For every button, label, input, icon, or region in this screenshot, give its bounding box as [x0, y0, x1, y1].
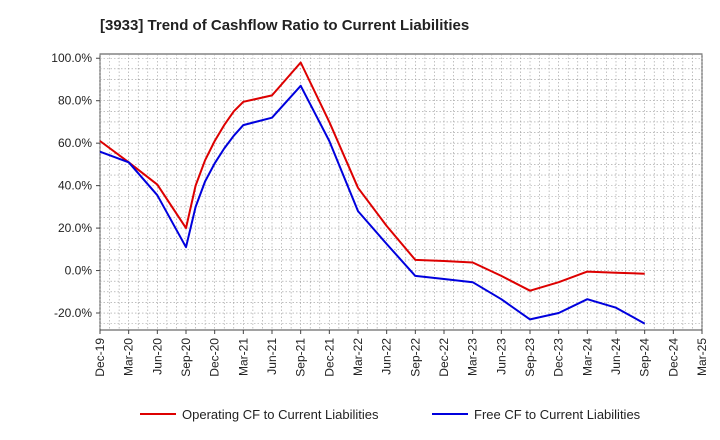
y-tick-label: -20.0% [54, 306, 92, 320]
x-tick-label: Mar-20 [122, 338, 136, 376]
x-tick-label: Jun-24 [609, 338, 623, 375]
x-tick-label: Mar-23 [466, 338, 480, 376]
legend: Operating CF to Current Liabilities Free … [140, 407, 641, 422]
x-tick-label: Dec-24 [666, 338, 680, 377]
plot-area [99, 53, 703, 331]
y-tick-label: 80.0% [58, 94, 92, 108]
x-tick-label: Dec-21 [322, 338, 336, 377]
y-tick-label: 0.0% [65, 264, 93, 278]
x-tick-label: Jun-23 [494, 338, 508, 375]
x-tick-label: Sep-23 [523, 338, 537, 377]
x-tick-label: Sep-20 [179, 338, 193, 377]
y-tick-label: 60.0% [58, 136, 92, 150]
x-tick-label: Sep-21 [294, 338, 308, 377]
chart-title: [3933] Trend of Cashflow Ratio to Curren… [100, 17, 469, 34]
x-tick-label: Dec-19 [93, 338, 107, 377]
x-tick-label: Dec-22 [437, 338, 451, 377]
series-line-free-cf [99, 84, 646, 325]
series-line-operating-cf [99, 61, 645, 292]
x-tick-label: Dec-23 [552, 338, 566, 377]
x-tick-label: Sep-22 [408, 338, 422, 377]
x-tick-label: Mar-24 [580, 338, 594, 376]
x-tick-label: Jun-22 [380, 338, 394, 375]
y-tick-label: 100.0% [51, 51, 92, 65]
x-tick-label: Jun-21 [265, 338, 279, 375]
legend-label: Free CF to Current Liabilities [474, 407, 641, 422]
x-tick-label: Mar-25 [695, 338, 709, 376]
y-tick-label: 20.0% [58, 221, 92, 235]
x-tick-label: Dec-20 [208, 338, 222, 377]
legend-label: Operating CF to Current Liabilities [182, 407, 379, 422]
series-lines [99, 61, 646, 325]
x-tick-label: Sep-24 [638, 338, 652, 377]
axes: -20.0% 0.0% 20.0% 40.0% 60.0% 80.0% 100.0% Dec-… [51, 51, 709, 376]
y-tick-label: 40.0% [58, 179, 92, 193]
x-tick-label: Jun-20 [150, 338, 164, 375]
x-tick-label: Mar-21 [236, 338, 250, 376]
x-tick-label: Mar-22 [351, 338, 365, 376]
